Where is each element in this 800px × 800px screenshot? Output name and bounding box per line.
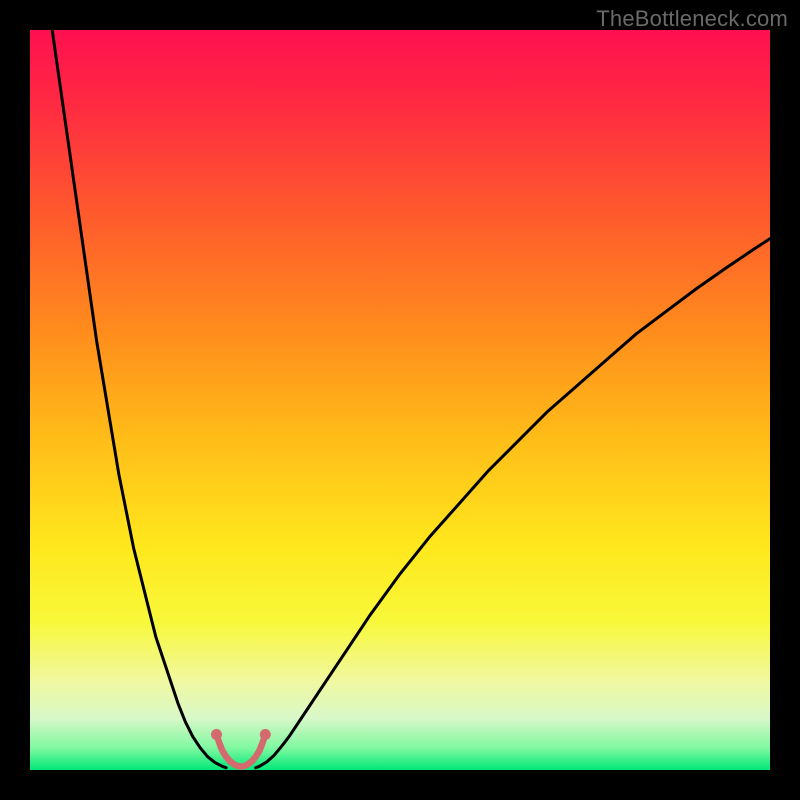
curve-black-right [256,239,770,768]
curve-pink-segment [216,734,265,766]
curves-layer [30,30,770,770]
pink-markers [211,729,271,740]
watermark: TheBottleneck.com [596,6,788,32]
curve-black-left [52,30,226,768]
pink-marker [211,729,222,740]
plot-area [30,30,770,770]
pink-marker [260,729,271,740]
